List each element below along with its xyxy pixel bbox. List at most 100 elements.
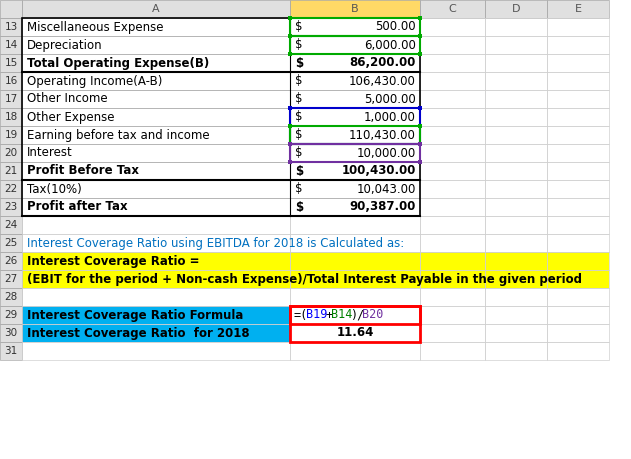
Text: 500.00: 500.00 (375, 21, 416, 34)
Text: $: $ (295, 39, 302, 51)
Bar (22, 0, 290, 18)
Text: 16: 16 (4, 76, 18, 86)
Bar (0, 108, 22, 126)
Bar (420, 0, 485, 18)
Bar (0, 162, 22, 180)
Text: $: $ (295, 21, 302, 34)
Bar (288, 142, 292, 146)
Bar (0, 270, 22, 288)
Bar (547, 0, 609, 18)
Text: 1,000.00: 1,000.00 (364, 111, 416, 123)
Bar (290, 72, 420, 90)
Text: Interest Coverage Ratio  for 2018: Interest Coverage Ratio for 2018 (27, 326, 250, 340)
Text: 15: 15 (4, 58, 18, 68)
Bar (547, 54, 609, 72)
Bar (288, 34, 292, 38)
Bar (0, 18, 22, 36)
Bar (485, 90, 547, 108)
Bar (418, 34, 422, 38)
Bar (420, 36, 485, 54)
Bar (290, 36, 420, 54)
Bar (418, 142, 422, 146)
Text: 31: 31 (4, 346, 18, 356)
Text: $: $ (295, 129, 302, 141)
Bar (22, 306, 290, 324)
Text: 6,000.00: 6,000.00 (364, 39, 416, 51)
Text: 30: 30 (4, 328, 18, 338)
Text: $: $ (295, 93, 302, 106)
Bar (485, 0, 547, 18)
Bar (547, 162, 609, 180)
Bar (0, 342, 22, 360)
Bar (0, 126, 22, 144)
Bar (290, 0, 420, 18)
Text: $: $ (295, 74, 302, 88)
Bar (420, 216, 485, 234)
Bar (418, 142, 422, 146)
Text: 18: 18 (4, 112, 18, 122)
Bar (547, 324, 609, 342)
Bar (0, 198, 22, 216)
Bar (0, 270, 22, 288)
Bar (547, 72, 609, 90)
Bar (0, 234, 22, 252)
Bar (290, 36, 420, 54)
Text: (EBIT for the period + Non-cash Expense)/Total Interest Payable in the given per: (EBIT for the period + Non-cash Expense)… (27, 273, 582, 285)
Text: =(: =( (294, 308, 309, 321)
Bar (485, 252, 547, 270)
Bar (22, 36, 290, 54)
Text: 19: 19 (4, 130, 18, 140)
Bar (290, 198, 420, 216)
Bar (288, 34, 292, 38)
Bar (22, 90, 290, 108)
Bar (547, 144, 609, 162)
Bar (22, 252, 290, 270)
Text: Other Expense: Other Expense (27, 111, 114, 123)
Bar (418, 142, 422, 146)
Bar (485, 0, 547, 18)
Bar (290, 306, 420, 324)
Bar (22, 72, 290, 90)
Bar (0, 234, 22, 252)
Text: 86,200.00: 86,200.00 (350, 56, 416, 69)
Bar (0, 90, 22, 108)
Text: Interest: Interest (27, 146, 73, 159)
Bar (547, 288, 609, 306)
Bar (420, 180, 485, 198)
Text: Interest Coverage Ratio =: Interest Coverage Ratio = (27, 254, 199, 268)
Text: 90,387.00: 90,387.00 (350, 201, 416, 213)
Text: 24: 24 (4, 220, 18, 230)
Text: 23: 23 (4, 202, 18, 212)
Text: 11.64: 11.64 (336, 326, 374, 340)
Bar (22, 270, 290, 288)
Text: 21: 21 (4, 166, 18, 176)
Text: C: C (449, 4, 456, 14)
Bar (485, 126, 547, 144)
Bar (0, 36, 22, 54)
Text: B14: B14 (331, 308, 353, 321)
Bar (288, 52, 292, 56)
Bar (0, 72, 22, 90)
Text: 13: 13 (4, 22, 18, 32)
Bar (22, 198, 290, 216)
Text: B: B (351, 4, 359, 14)
Text: Profit after Tax: Profit after Tax (27, 201, 127, 213)
Bar (0, 216, 22, 234)
Bar (290, 144, 420, 162)
Bar (485, 216, 547, 234)
Bar (485, 54, 547, 72)
Bar (290, 306, 420, 342)
Bar (0, 72, 22, 90)
Bar (420, 126, 485, 144)
Bar (547, 216, 609, 234)
Text: 25: 25 (4, 238, 18, 248)
Text: B19: B19 (307, 308, 327, 321)
Bar (0, 252, 22, 270)
Bar (485, 36, 547, 54)
Bar (0, 54, 22, 72)
Bar (485, 306, 547, 324)
Bar (418, 160, 422, 164)
Bar (547, 252, 609, 270)
Text: Profit Before Tax: Profit Before Tax (27, 164, 139, 178)
Bar (0, 324, 22, 342)
